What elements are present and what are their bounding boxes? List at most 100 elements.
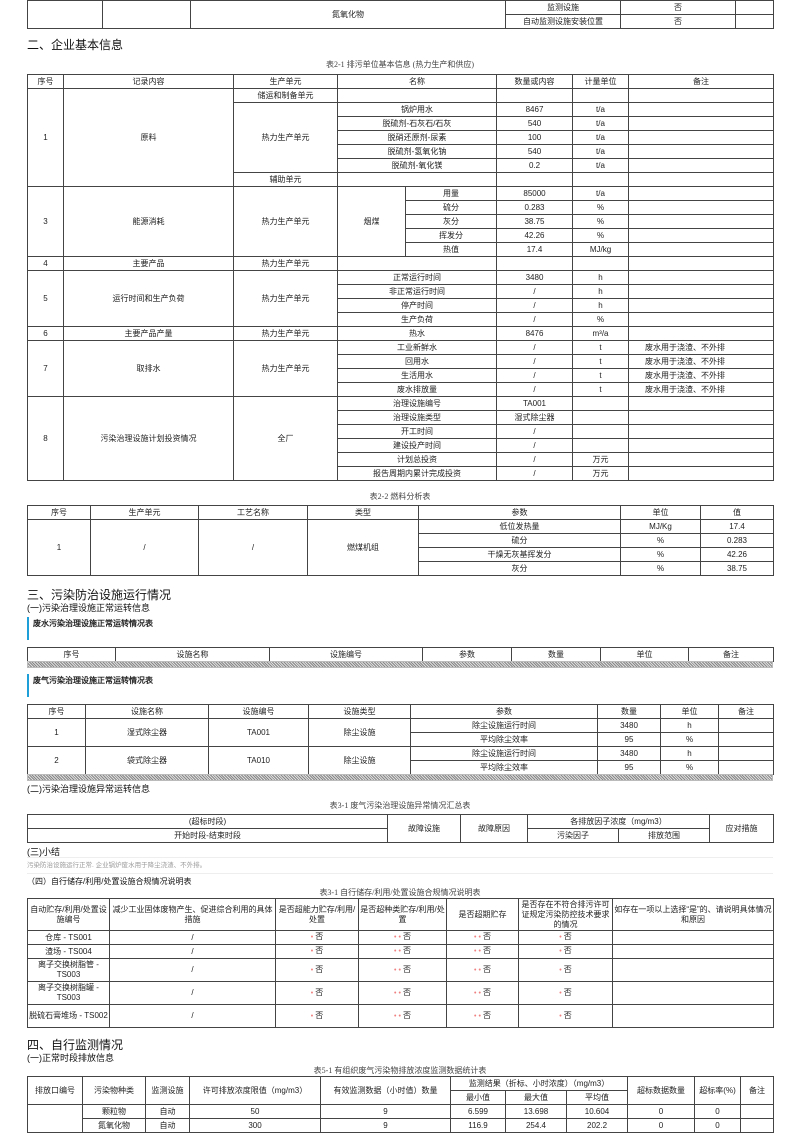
marker-dot-icon: • [394,948,397,955]
cell: 9 [320,1118,451,1133]
marker-dot-icon: • [478,966,481,974]
cell [628,312,774,327]
cell-value: 否 [563,964,572,974]
table-row: 氮氧化物 自动 300 9 116.9 254.4 202.2 0 0 [28,1118,775,1133]
cell-value: 否 [482,932,491,941]
cell: 热力生产单元 [233,340,338,397]
cell: 脱硫剂-氢氧化钠 [337,144,497,159]
cell [612,958,774,982]
cell: 万元 [572,452,629,467]
marker-dot-icon: • [310,934,314,941]
column-header: 备注 [688,647,774,662]
cell: 0 [694,1118,742,1133]
column-header: 序号 [27,647,116,662]
compliance-cell: • • 否 [358,1004,447,1028]
cell [628,214,774,229]
table-row: 序号 记录内容 生产单元 名称 数量或内容 计量单位 备注 [27,74,774,89]
cell [337,172,497,187]
cell-value: 否 [482,987,491,997]
column-header: 污染物种类 [82,1076,146,1105]
cell: 热水 [337,326,497,341]
compliance-cell: • 否 [275,1004,359,1028]
cell [735,14,774,29]
cell: 燃煤机组 [307,519,419,576]
column-header: 排放口编号 [27,1076,83,1105]
column-header: 许可排放浓度限值（mg/m3） [189,1076,321,1105]
table-row: 4 主要产品 热力生产单元 [27,256,774,271]
cell [735,0,774,15]
cell: 氮氧化物 [190,0,506,29]
cell-value: 否 [482,964,491,974]
table-row: 7 取排水 热力生产单元 工业新鲜水 / t 废水用于浇渣、不外排 [27,340,774,397]
cell: / [496,452,573,467]
column-header: 生产单元 [233,74,338,89]
column-header: 序号 [27,505,91,520]
cell [572,410,629,425]
cell: 氮氧化物 [82,1118,146,1133]
cell: 17.4 [700,519,774,534]
cell: 6 [27,326,64,341]
cell [628,452,774,467]
cell: 灰分 [418,561,621,576]
compliance-cell: • • 否 [446,944,519,959]
cell: 10.604 [565,1104,629,1119]
column-header: 值 [700,505,774,520]
cell: 否 [620,0,736,15]
cell: 废水排放量 [337,382,497,397]
cell [496,256,573,271]
cell: 储运和制备单元 [233,88,338,103]
cell: 0.2 [496,158,573,173]
cell: 热力生产单元 [233,326,338,341]
cell: 平均除尘效率 [410,760,598,775]
cell: 0.283 [496,200,573,215]
cell: 0.283 [700,533,774,548]
cell: 3480 [496,270,573,285]
compliance-cell: • 否 [518,930,613,945]
table-label: 废水污染治理设施正常运转情况表 [33,619,153,628]
table-caption: 表5-1 有组织废气污染物排放浓度监测数据统计表 [313,1066,487,1075]
cell [628,298,774,313]
table-row: 1 湿式除尘器 TA001 除尘设施 除尘设施运行时间 3480 h [27,718,774,747]
cell-value: 否 [315,964,324,974]
table-row: 报告周期内累计完成投资 / 万元 [28,466,774,481]
horizontal-scrollbar[interactable] [27,661,773,668]
compliance-cell: • 否 [275,958,359,982]
column-header: 数量 [597,704,661,719]
cell: / [496,298,573,313]
cell: 42.26 [496,228,573,243]
cell [628,424,774,439]
cell: / [496,382,573,397]
cell: 热值 [405,242,497,257]
marker-dot-icon: • [394,1012,397,1020]
cell: 湿式除尘器 [496,410,573,425]
cell: 废水用于浇渣、不外排 [628,382,774,397]
cell [628,466,774,481]
table-row: 2 袋式除尘器 TA010 除尘设施 除尘设施运行时间 3480 h [27,746,774,775]
cell: 袋式除尘器 [85,746,209,775]
cell: 100 [496,130,573,145]
column-header: 监测设施 [145,1076,190,1105]
cell [628,410,774,425]
cell: 17.4 [496,242,573,257]
column-header: 超标数据数量 [627,1076,696,1105]
cell: 自动监测设施安装位置 [505,14,621,29]
cell: / [109,944,276,959]
table-5-1: 排放口编号 污染物种类 监测设施 许可排放浓度限值（mg/m3） 有效监测数据（小时值）… [27,1076,775,1133]
column-header: 自动贮存/利用/处置设施编号 [27,898,110,931]
table-row: 序号 设施名称 设施编号 参数 数量 单位 备注 [27,647,774,662]
horizontal-scrollbar[interactable] [27,774,773,781]
compliance-cell: • 否 [518,958,613,982]
accent-bar [27,674,29,697]
marker-dot-icon: • [398,934,401,941]
cell: t [572,368,629,383]
cell: 38.75 [700,561,774,576]
cell: / [496,368,573,383]
table-row: 5 运行时间和生产负荷 热力生产单元 正常运行时间 3480 h [27,270,774,327]
cell: 脱硫剂-石灰石/石灰 [337,116,497,131]
marker-dot-icon: • [394,934,397,941]
cell: 灰分 [405,214,497,229]
table-row: 脱硫剂-氢氧化钠 540 t/a [28,144,774,159]
cell: 开工时间 [337,424,497,439]
cell: 全厂 [233,396,338,481]
cell: 颗粒物 [82,1104,146,1119]
